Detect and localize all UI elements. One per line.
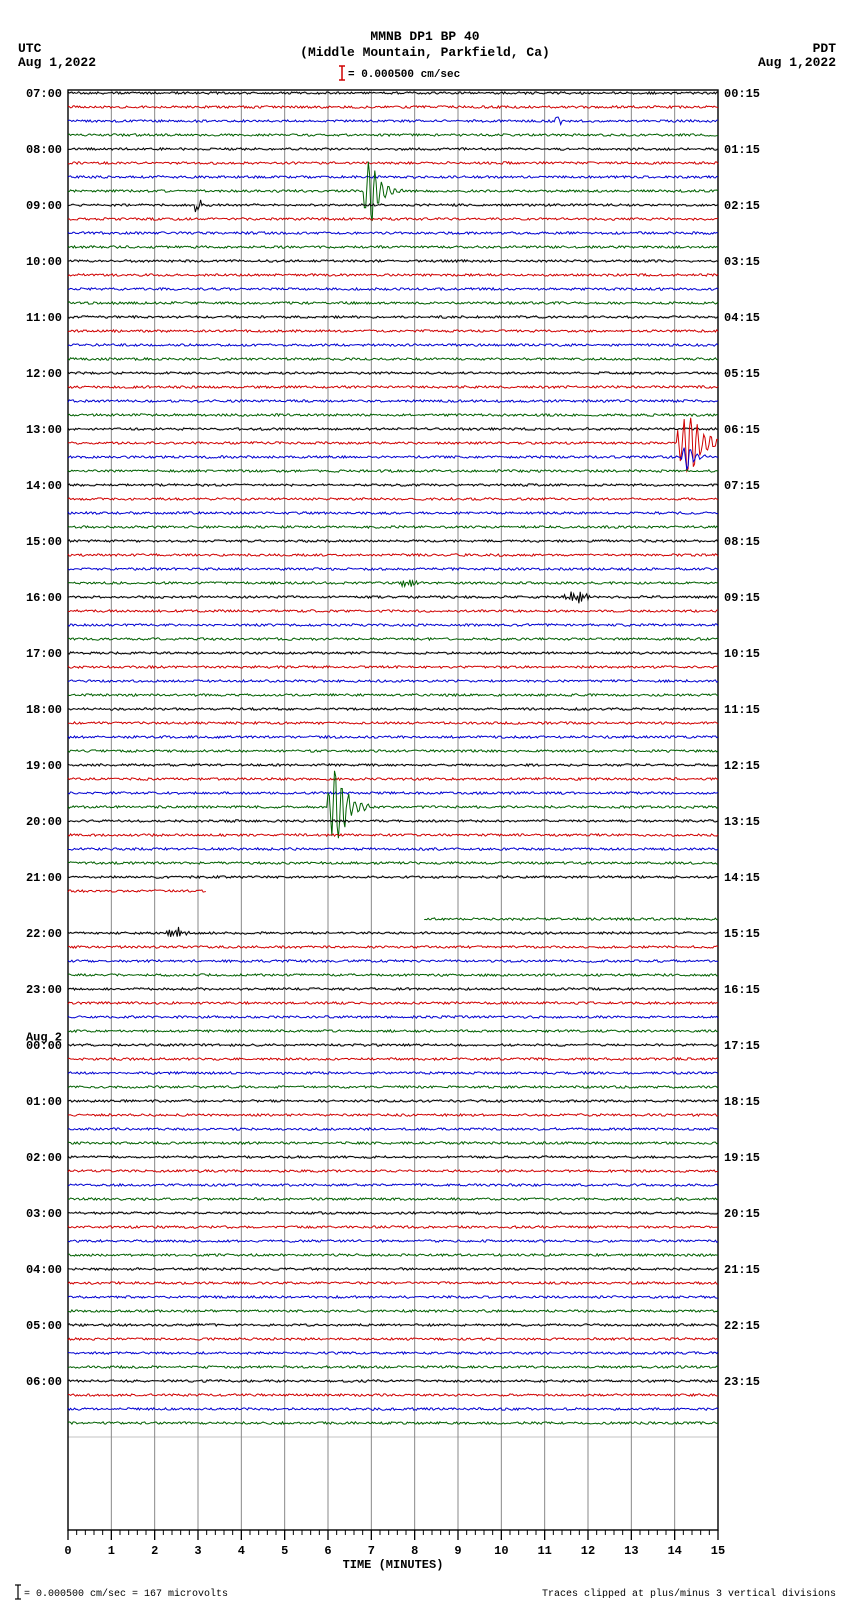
utc-date: Aug 1,2022 xyxy=(18,55,96,70)
utc-time-label: 11:00 xyxy=(26,311,62,325)
x-tick-label: 3 xyxy=(194,1544,201,1558)
x-tick-label: 13 xyxy=(624,1544,638,1558)
x-tick-label: 11 xyxy=(537,1544,551,1558)
utc-time-label: 06:00 xyxy=(26,1375,62,1389)
pdt-time-label: 01:15 xyxy=(724,143,760,157)
x-tick-label: 7 xyxy=(368,1544,375,1558)
x-tick-label: 15 xyxy=(711,1544,725,1558)
utc-time-label: 12:00 xyxy=(26,367,62,381)
utc-time-label: 00:00 xyxy=(26,1039,62,1053)
x-tick-label: 4 xyxy=(238,1544,245,1558)
pdt-time-label: 13:15 xyxy=(724,815,760,829)
pdt-time-label: 10:15 xyxy=(724,647,760,661)
x-tick-label: 5 xyxy=(281,1544,288,1558)
utc-time-label: 13:00 xyxy=(26,423,62,437)
pdt-time-label: 02:15 xyxy=(724,199,760,213)
utc-time-label: 10:00 xyxy=(26,255,62,269)
pdt-time-label: 18:15 xyxy=(724,1095,760,1109)
pdt-time-label: 03:15 xyxy=(724,255,760,269)
utc-time-label: 09:00 xyxy=(26,199,62,213)
utc-time-label: 07:00 xyxy=(26,87,62,101)
pdt-time-label: 08:15 xyxy=(724,535,760,549)
utc-time-label: 17:00 xyxy=(26,647,62,661)
utc-time-label: 08:00 xyxy=(26,143,62,157)
pdt-time-label: 00:15 xyxy=(724,87,760,101)
pdt-time-label: 21:15 xyxy=(724,1263,760,1277)
footer-scale: = 0.000500 cm/sec = 167 microvolts xyxy=(24,1588,228,1600)
pdt-time-label: 19:15 xyxy=(724,1151,760,1165)
pdt-time-label: 12:15 xyxy=(724,759,760,773)
pdt-time-label: 17:15 xyxy=(724,1039,760,1053)
pdt-time-label: 20:15 xyxy=(724,1207,760,1221)
pdt-date: Aug 1,2022 xyxy=(758,55,836,70)
utc-time-label: 18:00 xyxy=(26,703,62,717)
utc-time-label: 02:00 xyxy=(26,1151,62,1165)
utc-time-label: 23:00 xyxy=(26,983,62,997)
x-tick-label: 9 xyxy=(454,1544,461,1558)
x-tick-label: 12 xyxy=(581,1544,595,1558)
utc-time-label: 05:00 xyxy=(26,1319,62,1333)
utc-time-label: 04:00 xyxy=(26,1263,62,1277)
x-tick-label: 6 xyxy=(324,1544,331,1558)
utc-time-label: 16:00 xyxy=(26,591,62,605)
utc-time-label: 15:00 xyxy=(26,535,62,549)
pdt-time-label: 14:15 xyxy=(724,871,760,885)
title-line2: (Middle Mountain, Parkfield, Ca) xyxy=(300,45,550,60)
pdt-time-label: 16:15 xyxy=(724,983,760,997)
pdt-time-label: 15:15 xyxy=(724,927,760,941)
seismogram-svg: MMNB DP1 BP 40(Middle Mountain, Parkfiel… xyxy=(0,0,850,1613)
x-tick-label: 0 xyxy=(64,1544,71,1558)
pdt-label: PDT xyxy=(813,41,837,56)
utc-time-label: 20:00 xyxy=(26,815,62,829)
x-tick-label: 8 xyxy=(411,1544,418,1558)
utc-time-label: 21:00 xyxy=(26,871,62,885)
utc-time-label: 01:00 xyxy=(26,1095,62,1109)
pdt-time-label: 06:15 xyxy=(724,423,760,437)
pdt-time-label: 05:15 xyxy=(724,367,760,381)
utc-time-label: 14:00 xyxy=(26,479,62,493)
pdt-time-label: 07:15 xyxy=(724,479,760,493)
x-tick-label: 2 xyxy=(151,1544,158,1558)
seismogram-container: MMNB DP1 BP 40(Middle Mountain, Parkfiel… xyxy=(0,0,850,1613)
utc-time-label: 19:00 xyxy=(26,759,62,773)
x-axis-title: TIME (MINUTES) xyxy=(343,1558,444,1572)
pdt-time-label: 11:15 xyxy=(724,703,760,717)
x-tick-label: 14 xyxy=(667,1544,681,1558)
title-line1: MMNB DP1 BP 40 xyxy=(370,29,479,44)
pdt-time-label: 09:15 xyxy=(724,591,760,605)
utc-time-label: 03:00 xyxy=(26,1207,62,1221)
x-tick-label: 1 xyxy=(108,1544,115,1558)
utc-label: UTC xyxy=(18,41,42,56)
footer-clip: Traces clipped at plus/minus 3 vertical … xyxy=(542,1588,836,1600)
pdt-time-label: 22:15 xyxy=(724,1319,760,1333)
utc-time-label: 22:00 xyxy=(26,927,62,941)
pdt-time-label: 04:15 xyxy=(724,311,760,325)
scale-legend: = 0.000500 cm/sec xyxy=(348,69,460,81)
pdt-time-label: 23:15 xyxy=(724,1375,760,1389)
x-tick-label: 10 xyxy=(494,1544,508,1558)
